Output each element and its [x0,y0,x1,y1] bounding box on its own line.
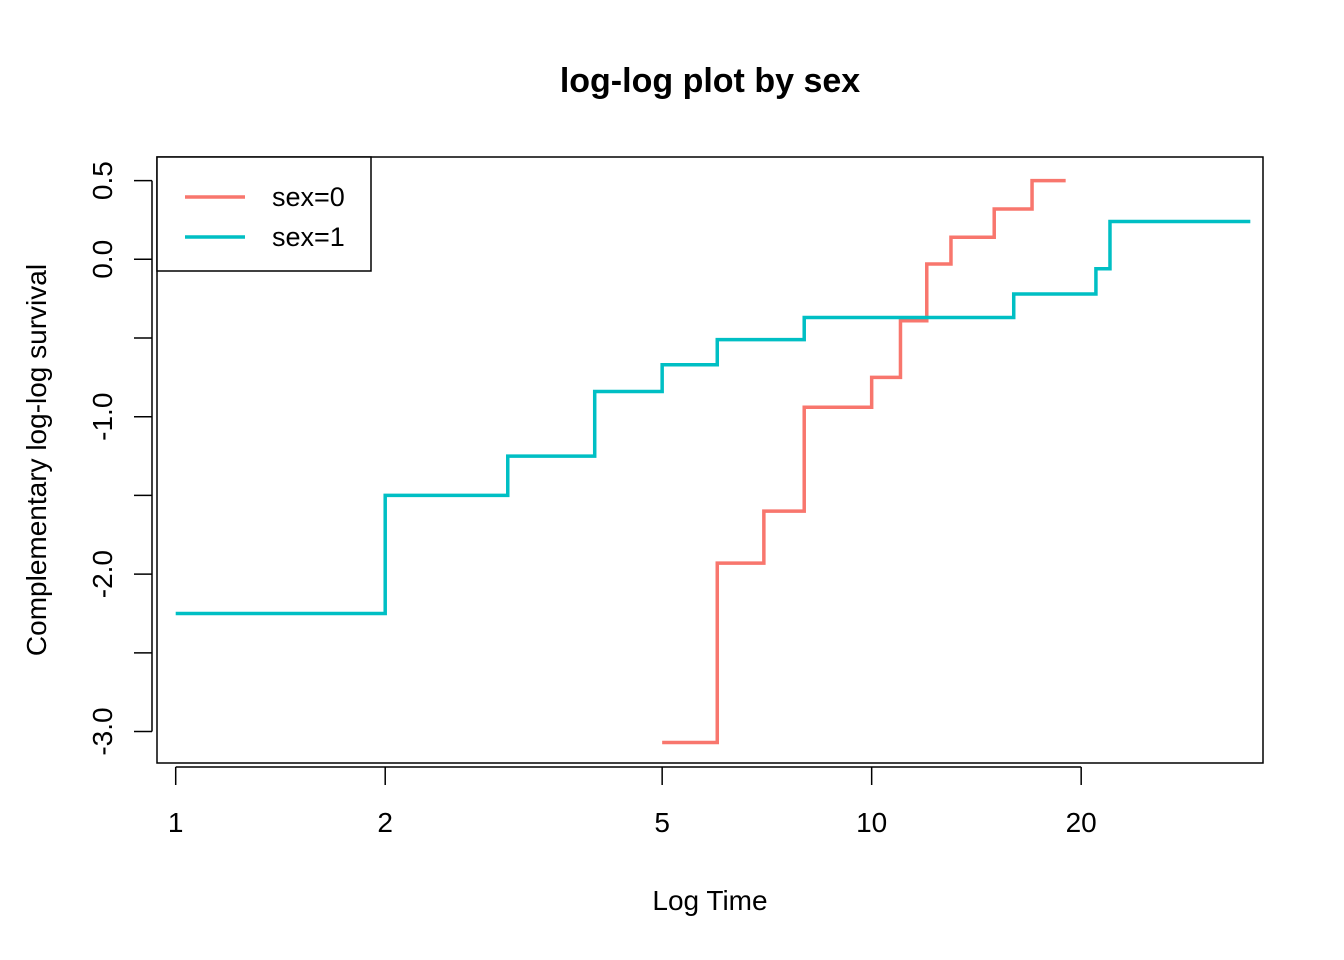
y-tick-label: -1.0 [87,393,118,441]
x-axis: 1 2 5 10 20 [168,766,1097,838]
x-tick-label: 2 [377,807,393,838]
chart-title: log-log plot by sex [560,62,860,100]
y-axis: -3.0 -2.0 -1.0 0.0 0.5 [87,161,153,756]
x-axis-label: Log Time [652,885,767,916]
x-tick-label: 1 [168,807,184,838]
series-line-0 [662,178,1066,745]
y-axis-label: Complementary log-log survival [21,264,52,656]
x-tick-label: 20 [1066,807,1097,838]
legend-box [156,156,372,272]
y-tick-label: -2.0 [87,550,118,598]
x-tick-label: 5 [654,807,670,838]
legend-label-0: sex=0 [272,182,345,212]
series-line-1 [175,219,1251,616]
series-layer [175,178,1251,745]
x-tick-label: 10 [856,807,887,838]
legend-label-1: sex=1 [272,222,345,252]
y-tick-label: 0.0 [87,240,118,279]
y-tick-label: 0.5 [87,161,118,200]
plot-frame [156,156,1264,764]
legend: sex=0 sex=1 [156,156,372,272]
y-tick-label: -3.0 [87,707,118,755]
